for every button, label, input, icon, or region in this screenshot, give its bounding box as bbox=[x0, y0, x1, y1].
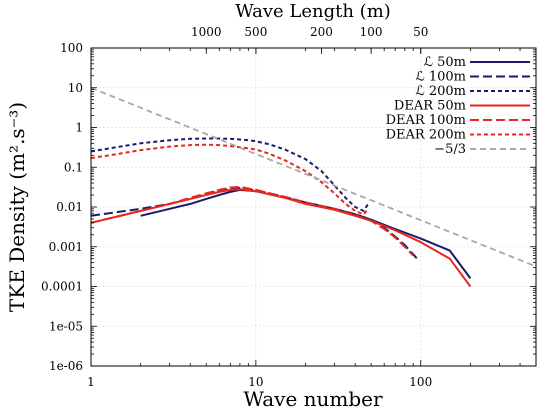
legend-label: −5/3 bbox=[434, 142, 466, 157]
y-tick-label: 0.1 bbox=[64, 160, 83, 174]
top-tick-label: 200 bbox=[310, 25, 333, 39]
y-tick-label: 100 bbox=[60, 41, 83, 55]
legend-label: DEAR 100m bbox=[386, 113, 466, 128]
y-tick-label: 0.0001 bbox=[41, 280, 83, 294]
legend-label: DEAR 50m bbox=[394, 99, 466, 114]
y-tick-label: 10 bbox=[68, 81, 83, 95]
x-tick-label: 10 bbox=[248, 375, 263, 389]
series-line bbox=[90, 137, 370, 212]
y-axis-title: TKE Density (m².s⁻³) bbox=[5, 102, 29, 312]
y-tick-label: 0.01 bbox=[56, 200, 83, 214]
legend-label: ℒ 50m bbox=[424, 55, 466, 70]
top-tick-label: 1000 bbox=[191, 25, 222, 39]
top-tick-label: 100 bbox=[360, 25, 383, 39]
series-lines bbox=[90, 86, 537, 288]
legend-label: ℒ 100m bbox=[415, 70, 466, 85]
series-line bbox=[90, 143, 369, 216]
y-tick-label: 1 bbox=[75, 121, 83, 135]
y-tick-label: 0.001 bbox=[49, 240, 83, 254]
legend-label: DEAR 200m bbox=[386, 128, 466, 143]
top-tick-label: 500 bbox=[244, 25, 267, 39]
top-tick-label: 50 bbox=[413, 25, 428, 39]
x-tick-label: 1 bbox=[87, 375, 95, 389]
y-tick-label: 1e-06 bbox=[49, 359, 83, 373]
ticks bbox=[90, 47, 537, 367]
x-tick-label: 100 bbox=[409, 375, 432, 389]
x-axis-title: Wave number bbox=[243, 387, 383, 411]
legend-label: ℒ 200m bbox=[415, 84, 466, 99]
series-line bbox=[90, 185, 414, 257]
y-tick-label: 1e-05 bbox=[49, 319, 83, 333]
tick-labels: 1 10 100 100 10 1 0.1 0.01 0.001 0.0001 1e-05 1e-06… bbox=[41, 25, 432, 389]
top-axis-title: Wave Length (m) bbox=[235, 1, 391, 22]
